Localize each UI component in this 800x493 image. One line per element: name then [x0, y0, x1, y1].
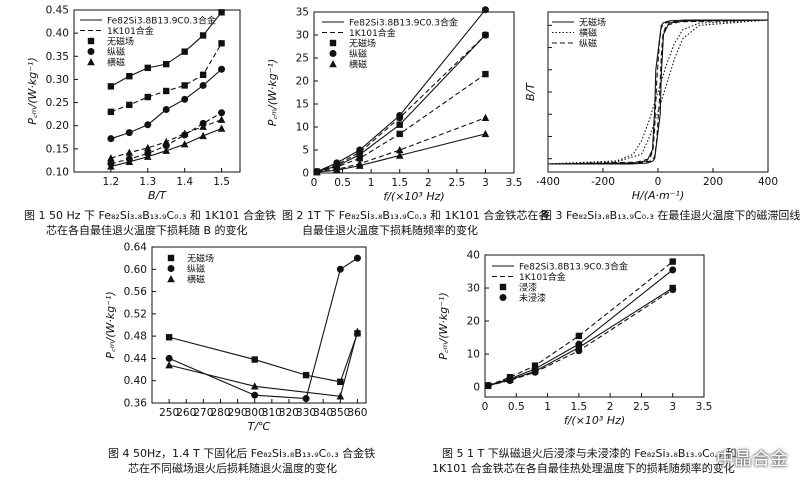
data-point [485, 382, 492, 389]
caption-line: 图 5 1 T 下纵磁退火后浸漆与未浸漆的 Fe₈₂Si₃.₈B₁₃.₉C₀.₃… [432, 446, 737, 461]
caption-line: 图 4 50Hz，1.4 T 下固化后 Fe₈₂Si₃.₈B₁₃.₉C₀.₃ 合… [108, 446, 375, 461]
x-tick-label: 1 [544, 401, 551, 413]
x-tick-label: 1.5 [571, 401, 588, 413]
caption-line: 图 1 50 Hz 下 Fe₈₂Si₃.₈B₁₃.₉C₀.₃ 和 1K101 合… [24, 208, 276, 223]
legend-label: 浸漆 [519, 282, 537, 294]
data-point [575, 347, 582, 354]
data-point [670, 258, 676, 264]
caption-line: 芯在各自最佳退火温度下损耗随 B 的变化 [24, 223, 276, 238]
legend-label: 未浸漆 [519, 292, 546, 304]
y-axis-label: P꜀ₘ/(W·kg⁻¹) [437, 292, 450, 360]
y-tick-label: 10 [467, 349, 480, 361]
series-line [488, 262, 673, 386]
x-tick-label: 0.5 [508, 401, 525, 413]
figure-3-caption: 图 3 Fe₈₂Si₃.₈B₁₃.₉C₀.₃ 在最佳退火温度下的磁滞回线 [541, 208, 800, 223]
legend-label: Fe82Si3.8B13.9C0.3合金 [519, 261, 628, 273]
x-tick-label: 3 [669, 401, 676, 413]
caption-line: 图 2 1T 下 Fe₈₂Si₃.₈B₁₃.₉C₀.₃ 和 1K101 合金铁芯… [282, 208, 549, 223]
legend-marker [500, 284, 506, 290]
y-tick-label: 30 [467, 283, 480, 295]
x-tick-label: 0 [482, 401, 489, 413]
caption-line: 自最佳退火温度下损耗随频率的变化 [282, 223, 549, 238]
caption-line: 1K101 合金铁芯在各自最佳热处理温度下的损耗随频率的变化 [432, 461, 737, 476]
data-point [669, 286, 676, 293]
legend-label: 1K101合金 [519, 271, 566, 283]
figure-4-caption: 图 4 50Hz，1.4 T 下固化后 Fe₈₂Si₃.₈B₁₃.₉C₀.₃ 合… [108, 446, 375, 476]
x-tick-label: 2 [607, 401, 614, 413]
y-tick-label: 40 [467, 250, 480, 262]
y-tick-label: 20 [467, 316, 480, 328]
x-tick-label: 3.5 [696, 401, 713, 413]
caption-line: 图 3 Fe₈₂Si₃.₈B₁₃.₉C₀.₃ 在最佳退火温度下的磁滞回线 [541, 208, 800, 223]
data-point [669, 266, 676, 273]
data-point [576, 333, 582, 339]
figure-5-caption: 图 5 1 T 下纵磁退火后浸漆与未浸漆的 Fe₈₂Si₃.₈B₁₃.₉C₀.₃… [432, 446, 737, 476]
x-axis-label: f/(×10³ Hz) [564, 414, 625, 427]
x-tick-label: 400 [758, 176, 778, 188]
data-point [507, 377, 514, 384]
figure-1-caption: 图 1 50 Hz 下 Fe₈₂Si₃.₈B₁₃.₉C₀.₃ 和 1K101 合… [24, 208, 276, 238]
watermark-logo: 中晶合金 [716, 445, 788, 471]
legend-marker [500, 294, 507, 301]
data-point [532, 369, 539, 376]
series-line [488, 270, 673, 386]
y-tick-label: 0 [473, 382, 480, 394]
caption-line: 芯在不同磁场退火后损耗随退火温度的变化 [108, 461, 375, 476]
figure-2-caption: 图 2 1T 下 Fe₈₂Si₃.₈B₁₃.₉C₀.₃ 和 1K101 合金铁芯… [282, 208, 549, 238]
x-tick-label: 2.5 [633, 401, 650, 413]
